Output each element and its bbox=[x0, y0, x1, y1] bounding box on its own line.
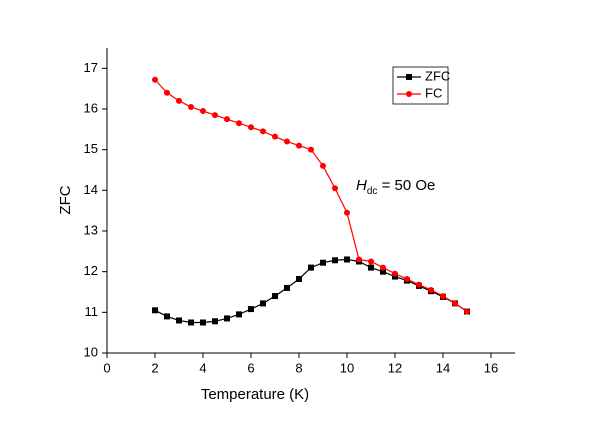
marker bbox=[308, 146, 314, 153]
x-tick-label: 10 bbox=[340, 360, 354, 375]
marker bbox=[272, 293, 278, 300]
x-tick-label: 16 bbox=[484, 360, 498, 375]
x-axis-label: Temperature (K) bbox=[201, 386, 309, 403]
marker bbox=[152, 307, 158, 314]
legend-box bbox=[392, 66, 449, 105]
legend-label: FC bbox=[425, 85, 442, 100]
x-tick-label: 0 bbox=[103, 360, 110, 375]
marker bbox=[404, 275, 410, 282]
y-tick-label: 12 bbox=[84, 263, 98, 278]
y-axis-label: ZFC bbox=[57, 185, 74, 214]
marker bbox=[284, 284, 290, 291]
marker bbox=[368, 264, 374, 271]
marker bbox=[440, 293, 446, 300]
marker bbox=[296, 142, 302, 149]
annotation-main: H bbox=[356, 177, 367, 194]
legend-label: ZFC bbox=[425, 68, 450, 83]
marker bbox=[296, 275, 302, 282]
marker bbox=[200, 108, 206, 115]
y-tick-label: 13 bbox=[84, 222, 98, 237]
x-tick-label: 4 bbox=[199, 360, 206, 375]
marker bbox=[416, 281, 422, 288]
marker bbox=[332, 185, 338, 192]
marker bbox=[236, 120, 242, 127]
y-tick-label: 10 bbox=[84, 344, 98, 359]
annotation-rest: = 50 Oe bbox=[377, 177, 435, 194]
marker bbox=[272, 133, 278, 140]
marker bbox=[368, 258, 374, 265]
marker bbox=[428, 286, 434, 293]
x-tick-label: 12 bbox=[388, 360, 402, 375]
marker bbox=[152, 76, 158, 83]
y-tick-label: 14 bbox=[84, 182, 98, 197]
marker bbox=[406, 74, 412, 80]
marker bbox=[332, 257, 338, 264]
marker bbox=[236, 311, 242, 318]
y-tick-label: 17 bbox=[84, 60, 98, 75]
marker bbox=[380, 264, 386, 271]
marker bbox=[224, 116, 230, 123]
marker bbox=[260, 300, 266, 307]
marker bbox=[212, 112, 218, 119]
marker bbox=[188, 319, 194, 326]
series-line bbox=[154, 79, 468, 313]
marker bbox=[224, 315, 230, 322]
marker bbox=[200, 319, 206, 326]
marker bbox=[284, 138, 290, 145]
marker bbox=[344, 209, 350, 216]
marker bbox=[248, 124, 254, 131]
x-tick-label: 14 bbox=[436, 360, 450, 375]
marker bbox=[212, 318, 218, 325]
marker bbox=[344, 256, 350, 263]
marker bbox=[464, 308, 470, 315]
marker bbox=[320, 162, 326, 169]
marker bbox=[260, 128, 266, 135]
annotation-sub: dc bbox=[367, 186, 378, 197]
marker bbox=[452, 300, 458, 307]
y-tick-label: 15 bbox=[84, 141, 98, 156]
marker bbox=[176, 97, 182, 104]
y-tick-label: 16 bbox=[84, 100, 98, 115]
marker bbox=[406, 91, 412, 97]
marker bbox=[248, 306, 254, 313]
annotation: Hdc = 50 Oe bbox=[356, 177, 435, 197]
marker bbox=[176, 317, 182, 324]
marker bbox=[164, 89, 170, 96]
y-tick-label: 11 bbox=[85, 304, 99, 319]
x-tick-label: 6 bbox=[247, 360, 254, 375]
marker bbox=[188, 103, 194, 110]
marker bbox=[164, 313, 170, 320]
x-tick-label: 8 bbox=[295, 360, 302, 375]
marker bbox=[320, 259, 326, 266]
marker bbox=[308, 264, 314, 271]
marker bbox=[356, 256, 362, 263]
marker bbox=[380, 268, 386, 275]
marker bbox=[392, 270, 398, 277]
x-tick-label: 2 bbox=[151, 360, 158, 375]
